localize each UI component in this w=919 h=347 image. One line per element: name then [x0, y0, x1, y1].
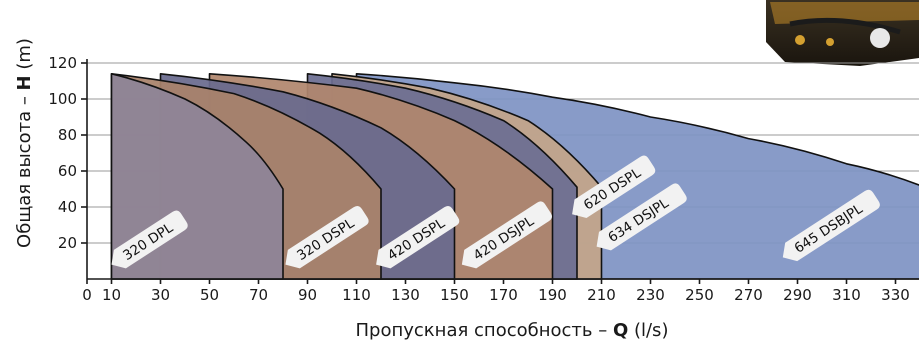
x-tick-label: 130 — [391, 286, 420, 304]
x-tick-label: 50 — [200, 286, 219, 304]
x-tick-label: 330 — [881, 286, 910, 304]
series-label-tag — [572, 155, 656, 218]
x-tick-label: 250 — [685, 286, 714, 304]
x-tick-label: 30 — [151, 286, 170, 304]
x-tick-label: 230 — [636, 286, 665, 304]
series-label-tag — [376, 205, 460, 269]
x-tick-label: 270 — [734, 286, 763, 304]
series-label-tag — [111, 210, 188, 269]
y-tick-label: 100 — [48, 90, 77, 108]
x-tick-label: 190 — [538, 286, 567, 304]
x-tick-label: 110 — [342, 286, 371, 304]
x-tick-label: 170 — [489, 286, 518, 304]
x-tick-label: 310 — [832, 286, 861, 304]
y-tick-label: 60 — [58, 162, 77, 180]
tick-labels: 0 10 30 50 70 90 110 130 150 170 190 210 230 250 270 29… — [48, 54, 909, 304]
x-axis-title: Пропускная способность – Q (l/s) — [356, 320, 669, 341]
y-tick-label: 80 — [58, 126, 77, 144]
x-tick-label: 90 — [298, 286, 317, 304]
x-tick-label: 290 — [783, 286, 812, 304]
x-tick-label: 10 — [102, 286, 121, 304]
series-label-tag — [782, 189, 880, 262]
y-tick-label: 20 — [58, 234, 77, 252]
y-tick-label: 40 — [58, 198, 77, 216]
y-tick-label: 120 — [48, 54, 77, 72]
series-label-tag — [285, 205, 369, 269]
series-label-tag — [461, 201, 552, 269]
x-tick-label: 70 — [249, 286, 268, 304]
x-tick-label: 150 — [440, 286, 469, 304]
x-tick-label: 210 — [587, 286, 616, 304]
product-photo-fragment — [766, 0, 919, 66]
y-axis-title: Общая высота – H (m) — [14, 38, 35, 248]
x-tick-label: 0 — [82, 286, 92, 304]
series-label-tag — [596, 183, 687, 251]
